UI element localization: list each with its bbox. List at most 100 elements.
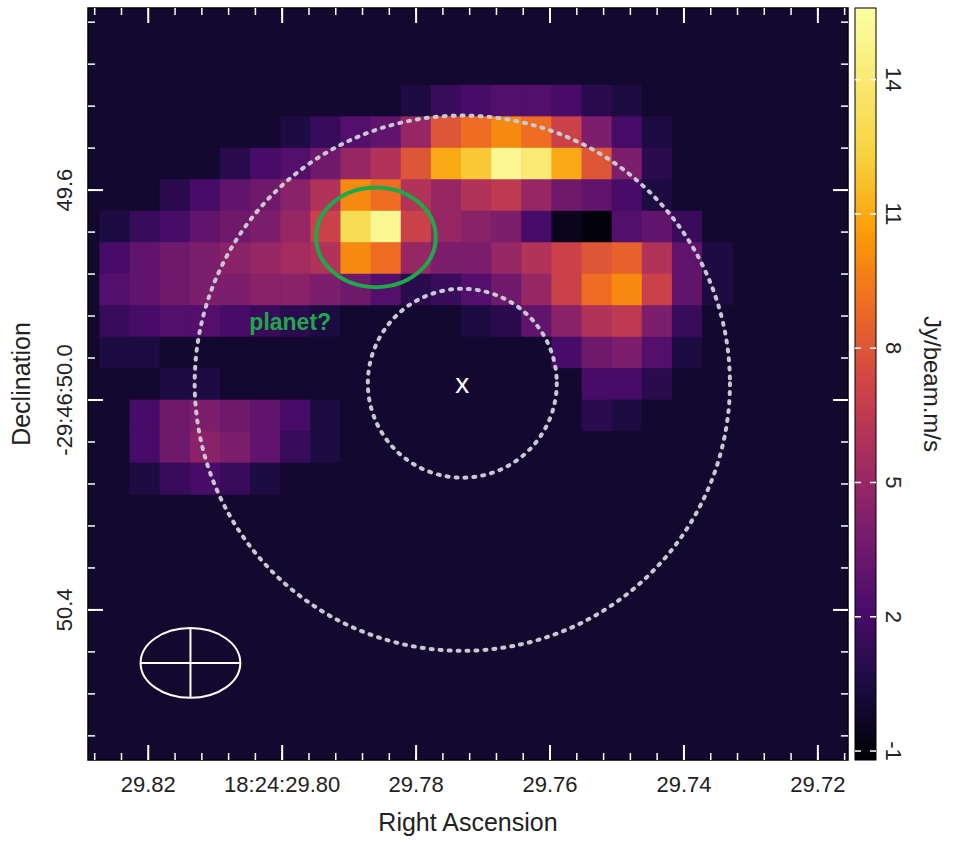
heat-cell (491, 274, 522, 306)
colorbar-tick-label: 11 (881, 202, 906, 225)
x-tick-label: 29.72 (790, 772, 845, 797)
heat-cell (99, 337, 130, 369)
x-minor-tick (121, 8, 123, 15)
heat-cell (612, 242, 643, 274)
x-tick (683, 8, 685, 23)
y-minor-tick (88, 693, 95, 695)
x-tick (281, 745, 283, 760)
heat-cell (280, 368, 311, 400)
heat-cell (250, 148, 281, 180)
heat-cell (220, 116, 251, 148)
x-minor-tick (335, 753, 337, 760)
x-minor-tick (630, 8, 632, 15)
y-minor-tick (88, 441, 95, 443)
heat-cell (582, 85, 613, 117)
heat-cell (99, 463, 130, 495)
y-axis-title: Declination (7, 322, 35, 446)
heat-cell (130, 116, 161, 148)
x-minor-tick (201, 8, 203, 15)
heat-cell (521, 148, 552, 180)
x-minor-tick (630, 753, 632, 760)
heat-cell (99, 274, 130, 306)
y-minor-tick (88, 483, 95, 485)
heat-cell (672, 463, 703, 495)
x-minor-tick (389, 8, 391, 15)
heat-cell (130, 242, 161, 274)
heat-cell (582, 431, 613, 463)
heat-cell (280, 431, 311, 463)
heat-cell (190, 242, 221, 274)
heat-cell (672, 400, 703, 432)
heat-cell (220, 305, 251, 337)
x-tick-label: 29.76 (522, 772, 577, 797)
heat-cell (551, 431, 582, 463)
heat-cell (491, 85, 522, 117)
heat-cell (551, 85, 582, 117)
colorbar-tick (870, 213, 876, 215)
heat-cell (582, 211, 613, 243)
heat-cell (99, 148, 130, 180)
heat-cell (491, 305, 522, 337)
x-minor-tick (790, 8, 792, 15)
y-minor-tick (88, 231, 95, 233)
heat-cell (340, 431, 371, 463)
x-minor-tick (228, 8, 230, 15)
heat-cell (371, 85, 402, 117)
y-tick (88, 609, 103, 611)
x-minor-tick (656, 753, 658, 760)
heat-cell (521, 368, 552, 400)
x-minor-tick (737, 753, 739, 760)
x-minor-tick (389, 753, 391, 760)
heat-cell (702, 85, 733, 117)
heat-cell (672, 116, 703, 148)
heat-cell (551, 400, 582, 432)
heat-cell (130, 400, 161, 432)
heat-cell (401, 337, 432, 369)
x-minor-tick (576, 8, 578, 15)
heat-cell (642, 305, 673, 337)
heat-cell (582, 116, 613, 148)
y-tick-label: 49.6 (52, 169, 77, 212)
heat-cell (371, 305, 402, 337)
heat-cell (642, 400, 673, 432)
heat-cell (280, 116, 311, 148)
heat-cell (672, 305, 703, 337)
heat-cell (190, 211, 221, 243)
heat-cell (160, 85, 191, 117)
colorbar-title: Jy/beam.m/s (919, 316, 946, 452)
heat-cell (371, 148, 402, 180)
colorbar-tick-label: 14 (881, 67, 906, 91)
heat-cell (160, 211, 191, 243)
heat-cell (310, 179, 341, 211)
x-minor-tick (576, 753, 578, 760)
heat-cell (130, 179, 161, 211)
heat-cell (371, 431, 402, 463)
y-minor-tick (88, 315, 95, 317)
colorbar-tick (855, 213, 861, 215)
heat-cell (371, 116, 402, 148)
heatmap (99, 85, 732, 495)
heat-cell (130, 148, 161, 180)
y-minor-tick (88, 105, 95, 107)
ticks (88, 8, 848, 760)
heat-cell (401, 148, 432, 180)
heat-cell (672, 431, 703, 463)
heat-cell (160, 368, 191, 400)
heat-cell (431, 400, 462, 432)
heat-cell (702, 116, 733, 148)
x-minor-tick (255, 8, 257, 15)
heat-cell (702, 431, 733, 463)
heat-cell (220, 368, 251, 400)
heat-cell (642, 148, 673, 180)
beam (141, 628, 241, 698)
x-minor-tick (469, 8, 471, 15)
heat-cell (130, 305, 161, 337)
heat-cell (521, 179, 552, 211)
heat-cell (250, 211, 281, 243)
heat-cell (582, 274, 613, 306)
heat-cell (160, 337, 191, 369)
heat-cell (250, 337, 281, 369)
heat-cell (612, 337, 643, 369)
heat-cell (642, 431, 673, 463)
colorbar-tick (870, 347, 876, 349)
